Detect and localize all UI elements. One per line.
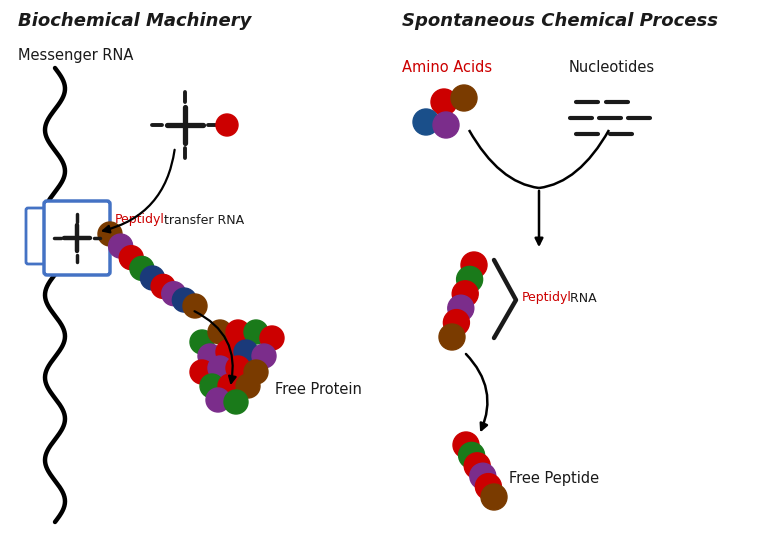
Text: Free Peptide: Free Peptide xyxy=(509,470,599,485)
Circle shape xyxy=(162,282,186,306)
Circle shape xyxy=(458,442,485,468)
Circle shape xyxy=(216,340,240,364)
Circle shape xyxy=(244,320,268,344)
Text: Biochemical Machinery: Biochemical Machinery xyxy=(18,12,251,30)
Circle shape xyxy=(218,374,242,398)
Circle shape xyxy=(475,474,502,500)
Circle shape xyxy=(260,326,284,350)
Circle shape xyxy=(431,89,457,115)
Text: Peptidyl: Peptidyl xyxy=(522,292,572,305)
Circle shape xyxy=(413,109,439,135)
Text: Spontaneous Chemical Process: Spontaneous Chemical Process xyxy=(402,12,718,30)
Text: Free Protein: Free Protein xyxy=(275,382,362,397)
Circle shape xyxy=(119,246,144,269)
Circle shape xyxy=(208,356,232,380)
Circle shape xyxy=(433,112,459,138)
Circle shape xyxy=(244,360,268,384)
Circle shape xyxy=(470,463,496,489)
FancyBboxPatch shape xyxy=(44,201,110,275)
Circle shape xyxy=(481,484,507,510)
Circle shape xyxy=(190,360,214,384)
Circle shape xyxy=(461,252,487,278)
Circle shape xyxy=(206,388,230,412)
Circle shape xyxy=(151,274,175,299)
Circle shape xyxy=(216,114,238,136)
Circle shape xyxy=(226,356,250,380)
Circle shape xyxy=(208,320,232,344)
Circle shape xyxy=(98,222,122,246)
Circle shape xyxy=(183,294,207,318)
Circle shape xyxy=(234,340,258,364)
Circle shape xyxy=(452,281,478,307)
Circle shape xyxy=(224,390,248,414)
Circle shape xyxy=(236,374,260,398)
Circle shape xyxy=(453,432,479,458)
Circle shape xyxy=(200,374,224,398)
Circle shape xyxy=(451,85,477,111)
Circle shape xyxy=(439,324,465,350)
Text: Amino Acids: Amino Acids xyxy=(402,60,492,76)
Circle shape xyxy=(108,234,133,258)
Text: Peptidyl: Peptidyl xyxy=(115,213,165,226)
Circle shape xyxy=(198,344,222,368)
Circle shape xyxy=(464,453,490,479)
FancyBboxPatch shape xyxy=(26,208,49,264)
Circle shape xyxy=(252,344,276,368)
Circle shape xyxy=(130,256,154,280)
Circle shape xyxy=(226,320,250,344)
Text: Messenger RNA: Messenger RNA xyxy=(18,48,134,63)
Text: Nucleotides: Nucleotides xyxy=(569,60,655,76)
Text: transfer RNA: transfer RNA xyxy=(160,213,243,226)
Circle shape xyxy=(448,295,474,321)
Circle shape xyxy=(190,330,214,354)
Circle shape xyxy=(457,266,482,292)
Text: RNA: RNA xyxy=(567,292,598,305)
Circle shape xyxy=(141,266,164,290)
Circle shape xyxy=(172,288,197,312)
Circle shape xyxy=(443,309,469,335)
